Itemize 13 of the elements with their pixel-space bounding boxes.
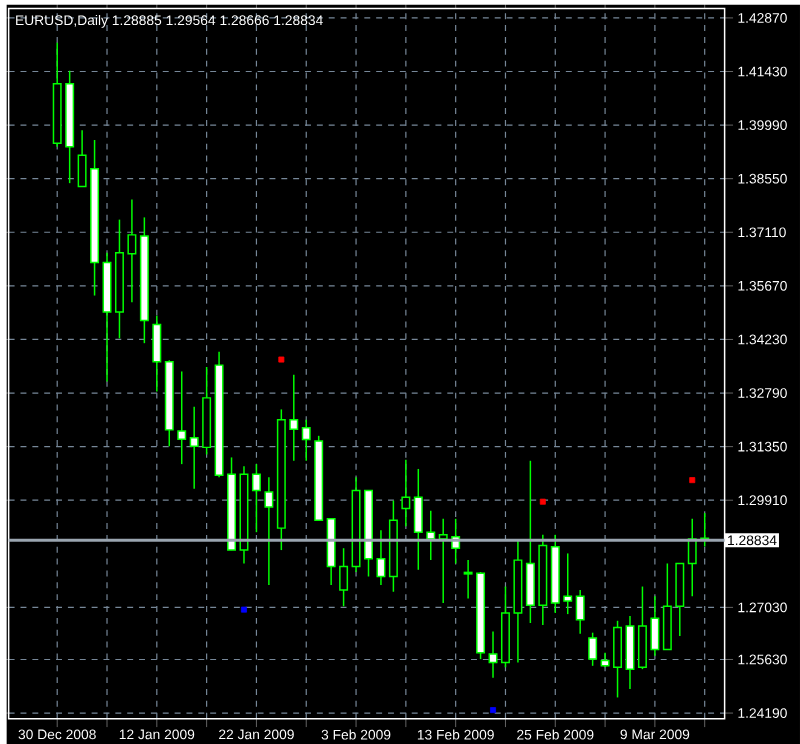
point xyxy=(490,706,496,713)
point xyxy=(241,606,247,613)
point xyxy=(689,476,696,483)
candlestick xyxy=(251,463,261,533)
candlestick xyxy=(301,418,311,462)
candlestick xyxy=(264,476,274,586)
candlestick xyxy=(401,458,411,527)
candlestick xyxy=(575,588,585,635)
candlestick xyxy=(588,631,598,667)
point xyxy=(278,356,285,363)
candlestick xyxy=(625,614,635,690)
point xyxy=(539,498,546,505)
candlestick xyxy=(152,314,162,393)
